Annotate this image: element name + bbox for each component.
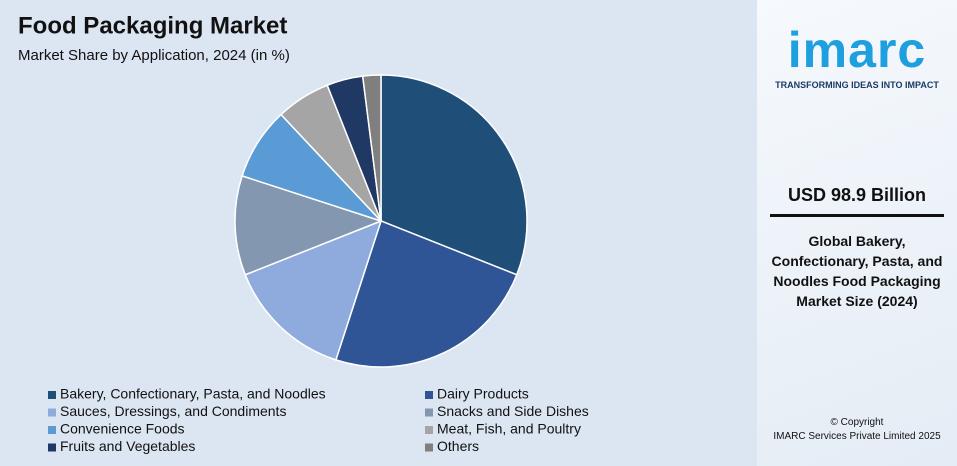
legend-label: Dairy Products bbox=[437, 386, 529, 402]
pie-slice bbox=[244, 219, 383, 361]
legend-label: Snacks and Side Dishes bbox=[437, 403, 589, 419]
legend-swatch bbox=[425, 391, 433, 399]
chart: Food Packaging Market Market Share by Ap… bbox=[0, 0, 757, 466]
side-panel: imarc TRANSFORMING IDEAS INTO IMPACT USD… bbox=[757, 0, 957, 466]
copyright-line: © Copyright bbox=[830, 417, 884, 428]
owner: IMARC Services Private Limited 2025 bbox=[773, 431, 941, 442]
pie-slice bbox=[334, 220, 518, 368]
divider bbox=[770, 214, 944, 217]
legend-swatch bbox=[48, 391, 56, 399]
legend-swatch bbox=[48, 443, 56, 452]
chart-subtitle: Market Share by Application, 2024 (in %) bbox=[18, 47, 290, 64]
copyright: © Copyright IMARC Services Private Limite… bbox=[757, 416, 957, 444]
legend-swatch bbox=[425, 443, 433, 452]
tagline: TRANSFORMING IDEAS INTO IMPACT bbox=[775, 80, 939, 90]
logo: imarc bbox=[787, 22, 927, 78]
legend-label: Sauces, Dressings, and Condiments bbox=[60, 403, 286, 419]
pie-slice bbox=[361, 74, 382, 222]
legend-label: Bakery, Confectionary, Pasta, and Noodle… bbox=[60, 386, 326, 402]
pie-slice bbox=[380, 74, 528, 276]
legend-label: Convenience Foods bbox=[60, 421, 185, 437]
chart-title: Food Packaging Market bbox=[18, 12, 287, 39]
legend-label: Others bbox=[437, 438, 479, 454]
description: Global Bakery, Confectionary, Pasta, and… bbox=[771, 233, 943, 309]
pie-slice bbox=[234, 174, 384, 276]
legend-label: Meat, Fish, and Poultry bbox=[437, 421, 581, 437]
legend-swatch bbox=[48, 408, 56, 417]
headline: USD 98.9 Billion bbox=[787, 185, 927, 205]
legend-label: Fruits and Vegetables bbox=[60, 438, 195, 454]
legend-swatch bbox=[48, 426, 56, 434]
legend-swatch bbox=[425, 426, 433, 434]
legend-swatch bbox=[425, 408, 433, 417]
